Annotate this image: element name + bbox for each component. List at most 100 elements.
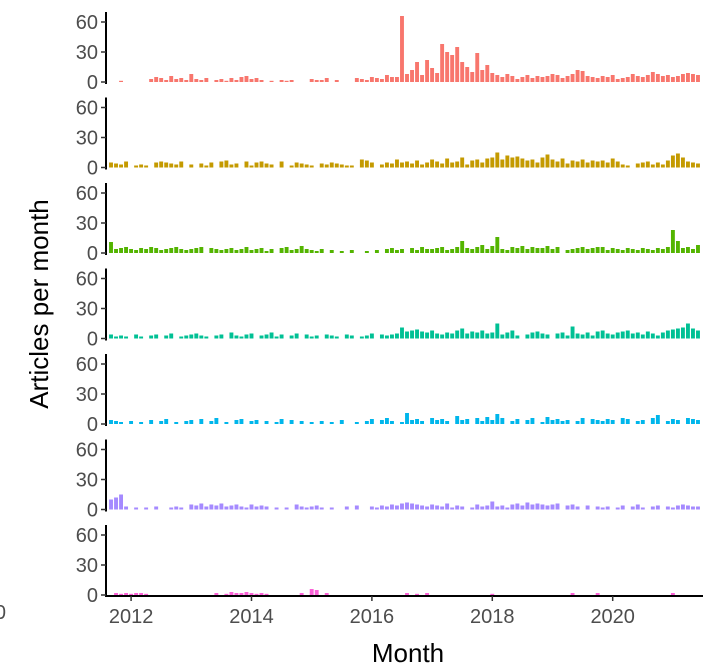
bar <box>555 75 560 82</box>
bar <box>530 159 535 168</box>
bar <box>660 249 665 253</box>
bar <box>229 78 234 82</box>
bar <box>580 247 585 253</box>
bar <box>369 77 374 82</box>
bar <box>209 248 214 253</box>
bar <box>610 248 615 253</box>
bar <box>244 334 249 339</box>
bar <box>696 163 700 168</box>
bar <box>520 246 525 253</box>
bar <box>199 247 204 253</box>
bar <box>665 247 670 253</box>
bar <box>119 494 123 510</box>
bar <box>400 249 404 253</box>
bar <box>691 506 695 510</box>
bar <box>144 165 149 168</box>
bar <box>650 72 655 82</box>
bar <box>675 153 680 168</box>
bar <box>299 421 304 424</box>
bar <box>640 507 645 510</box>
bar <box>460 241 465 253</box>
y-tick-label: 30 <box>76 555 98 577</box>
bar <box>600 330 605 339</box>
bar <box>289 165 294 168</box>
bar <box>384 75 389 82</box>
bar <box>450 507 455 510</box>
bar <box>390 248 394 253</box>
bar <box>204 336 209 339</box>
bar <box>545 246 550 253</box>
bar <box>595 420 600 424</box>
y-tick-label: 30 <box>76 470 98 492</box>
bar <box>635 421 640 424</box>
panels-group: 0 30 60 0 30 60 0 30 60 0 30 60 0 30 60 0 30 60 0 30 60 <box>76 12 700 607</box>
bar <box>430 418 435 424</box>
bar <box>224 422 229 424</box>
bar <box>605 333 610 339</box>
bar <box>495 506 500 510</box>
bar <box>400 327 404 339</box>
bar <box>565 505 570 510</box>
bar <box>410 70 414 82</box>
bar <box>535 76 540 82</box>
bar <box>480 70 485 82</box>
bar <box>400 162 404 168</box>
bar <box>615 332 620 339</box>
bar <box>485 417 490 424</box>
bar <box>505 74 510 82</box>
bar <box>405 413 409 424</box>
bar <box>450 249 455 253</box>
bar <box>455 161 460 168</box>
bar <box>234 163 239 168</box>
bar <box>395 333 399 339</box>
bar <box>665 506 670 510</box>
bar <box>500 249 505 253</box>
bar <box>395 505 399 510</box>
bar <box>239 593 244 595</box>
panel-6: 0 30 60 <box>76 439 700 522</box>
bar <box>174 247 179 253</box>
bar <box>490 157 495 168</box>
bar <box>650 506 655 510</box>
bar <box>470 507 475 510</box>
bar <box>199 335 204 339</box>
y-tick-label: 30 <box>76 384 98 406</box>
bar <box>520 158 525 168</box>
bar <box>585 76 590 82</box>
bar <box>515 156 520 168</box>
bar <box>314 505 319 510</box>
bar <box>555 247 560 253</box>
bar <box>309 422 314 424</box>
bar <box>455 247 460 253</box>
bar <box>660 332 665 339</box>
bar <box>645 331 650 339</box>
bar <box>691 419 695 424</box>
bar <box>635 332 640 339</box>
bar <box>124 593 129 595</box>
bar <box>319 80 324 82</box>
bar <box>284 507 289 510</box>
bar <box>284 80 289 82</box>
bar <box>430 159 435 168</box>
bar <box>109 420 113 424</box>
bar <box>354 422 359 424</box>
bar <box>224 249 229 253</box>
bar <box>615 161 620 168</box>
bar <box>279 161 284 168</box>
bar <box>324 164 329 168</box>
bar <box>640 248 645 253</box>
bar <box>264 251 269 253</box>
bar <box>655 415 660 424</box>
bar <box>319 421 324 424</box>
bar <box>109 162 113 168</box>
bar <box>440 44 445 82</box>
bar <box>480 421 485 424</box>
bar <box>289 80 294 82</box>
bar <box>510 157 515 168</box>
y-axis-title: Articles per month <box>24 199 54 409</box>
bar <box>259 80 264 82</box>
bar <box>344 165 349 168</box>
bar <box>194 248 199 253</box>
bar <box>575 333 580 339</box>
bar <box>620 250 625 253</box>
